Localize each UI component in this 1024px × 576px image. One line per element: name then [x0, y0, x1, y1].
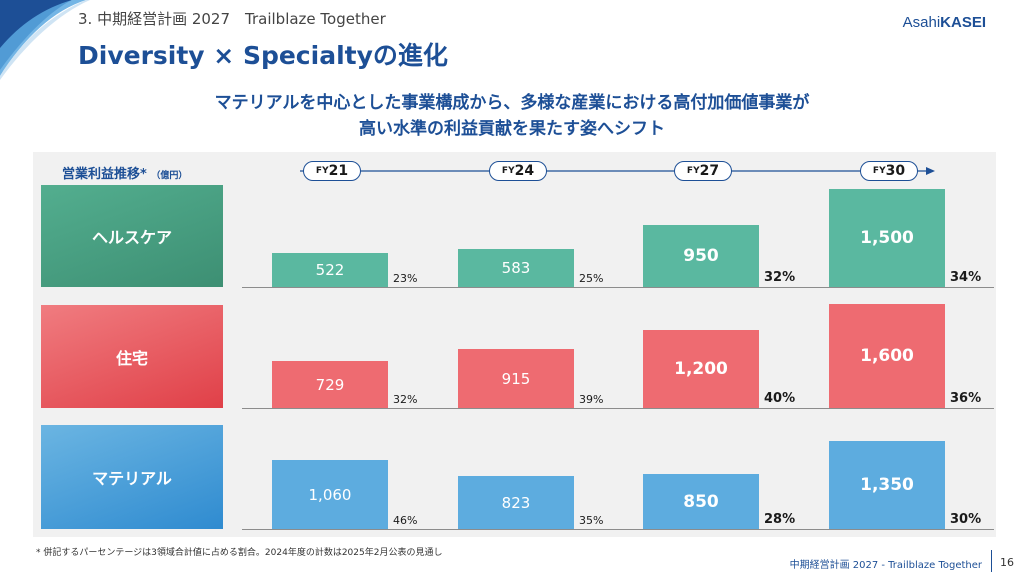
- page-number: 16: [1000, 556, 1014, 569]
- chart-title-text: 営業利益推移*: [62, 167, 147, 182]
- share-label-housing-fy30: 36%: [950, 391, 982, 406]
- bar-housing-fy21: 729: [272, 361, 388, 408]
- chart-unit: （億円）: [151, 171, 188, 181]
- fy-pill-fy21: FY 21: [303, 161, 361, 181]
- fy-prefix: FY: [501, 166, 515, 176]
- fy-number: 27: [699, 163, 720, 179]
- fy-number: 30: [885, 163, 906, 179]
- bar-materials-fy27: 850: [643, 474, 759, 529]
- bar-healthcare-fy24: 583: [458, 249, 574, 287]
- share-label-housing-fy27: 40%: [764, 391, 796, 406]
- bar-materials-fy24: 823: [458, 476, 574, 529]
- fy-prefix: FY: [686, 166, 700, 176]
- baseline-materials: [242, 529, 994, 530]
- logo-text-regular: Asahi: [902, 14, 941, 31]
- share-label-materials-fy24: 35%: [579, 514, 604, 527]
- baseline-housing: [242, 408, 994, 409]
- bar-housing-fy24: 915: [458, 349, 574, 408]
- footer-label: 中期経営計画 2027 - Trailblaze Together: [789, 560, 982, 571]
- footnote: * 併記するパーセンテージは3領域合計値に占める割合。2024年度の計数は202…: [36, 548, 443, 558]
- category-box-housing: 住宅: [41, 305, 223, 408]
- baseline-healthcare: [242, 287, 994, 288]
- fy-pill-fy24: FY 24: [489, 161, 547, 181]
- bar-materials-fy21: 1,060: [272, 460, 388, 529]
- fy-pill-fy30: FY 30: [860, 161, 918, 181]
- fy-pill-fy27: FY 27: [674, 161, 732, 181]
- brand-logo: AsahiKASEI: [903, 14, 986, 31]
- logo-text-bold: KASEI: [940, 14, 986, 31]
- fy-number: 21: [328, 163, 349, 179]
- chart-title: 営業利益推移* （億円）: [62, 163, 187, 182]
- share-label-healthcare-fy30: 34%: [950, 270, 982, 285]
- share-label-materials-fy27: 28%: [764, 512, 796, 527]
- page-title: Diversity × Specialtyの進化: [78, 41, 448, 70]
- share-label-materials-fy21: 46%: [393, 514, 418, 527]
- share-label-healthcare-fy24: 25%: [579, 272, 604, 285]
- fy-number: 24: [514, 163, 535, 179]
- fy-prefix: FY: [872, 166, 886, 176]
- section-label: 3. 中期経営計画 2027 Trailblaze Together: [78, 10, 386, 28]
- subtitle-line-2: 高い水準の利益貢献を果たす姿へシフト: [359, 119, 665, 139]
- share-label-housing-fy21: 32%: [393, 393, 418, 406]
- share-label-materials-fy30: 30%: [950, 512, 982, 527]
- bar-healthcare-fy21: 522: [272, 253, 388, 287]
- fy-prefix: FY: [315, 166, 329, 176]
- corner-swoosh-decoration: [0, 0, 90, 80]
- bar-housing-fy27: 1,200: [643, 330, 759, 408]
- bar-housing-fy30: 1,600: [829, 304, 945, 408]
- category-box-healthcare: ヘルスケア: [41, 185, 223, 287]
- bar-healthcare-fy30: 1,500: [829, 189, 945, 287]
- category-box-materials: マテリアル: [41, 425, 223, 529]
- bar-healthcare-fy27: 950: [643, 225, 759, 287]
- bar-materials-fy30: 1,350: [829, 441, 945, 529]
- footer-divider: [991, 550, 992, 572]
- subtitle: マテリアルを中心とした事業構成から、多様な産業における高付加価値事業が 高い水準…: [0, 90, 1024, 142]
- share-label-housing-fy24: 39%: [579, 393, 604, 406]
- share-label-healthcare-fy21: 23%: [393, 272, 418, 285]
- subtitle-line-1: マテリアルを中心とした事業構成から、多様な産業における高付加価値事業が: [214, 93, 810, 113]
- share-label-healthcare-fy27: 32%: [764, 270, 796, 285]
